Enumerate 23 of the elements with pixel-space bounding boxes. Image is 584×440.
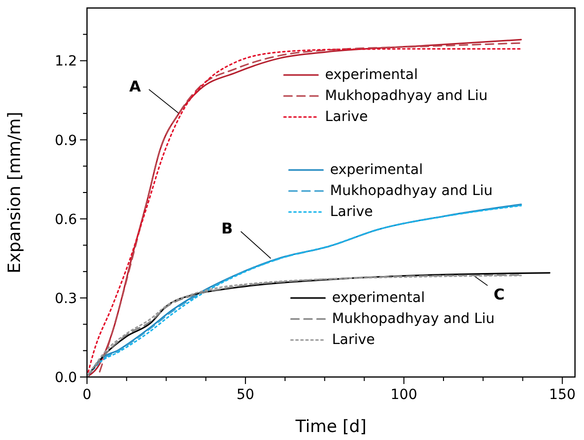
y-axis-title: Expansion [mm/m] [5,112,26,274]
x-tick-label: 100 [390,387,418,403]
legend-label: Larive [332,332,375,348]
legend-label: experimental [332,290,425,306]
x-tick-label: 150 [548,387,576,403]
annotation: C [494,286,505,304]
legend-label: Larive [325,109,368,125]
legend-label: experimental [325,67,418,83]
legend-label: Larive [330,204,373,220]
x-tick-label: 0 [82,387,92,403]
x-axis-title: Time [d] [294,417,367,437]
legend-label: Mukhopadhyay and Liu [330,183,493,199]
annotation: B [221,219,233,238]
y-tick-label: 0.6 [54,212,78,228]
x-tick-label: 50 [236,387,254,403]
y-tick-label: 0.0 [54,370,77,386]
annotation: A [129,77,142,96]
legend-label: Mukhopadhyay and Liu [325,88,488,104]
y-tick-label: 0.9 [54,132,77,149]
y-tick-label: 1.2 [54,54,77,70]
y-tick-label: 0.3 [54,290,77,307]
legend-label: experimental [330,162,423,178]
legend-label: Mukhopadhyay and Liu [332,311,495,327]
